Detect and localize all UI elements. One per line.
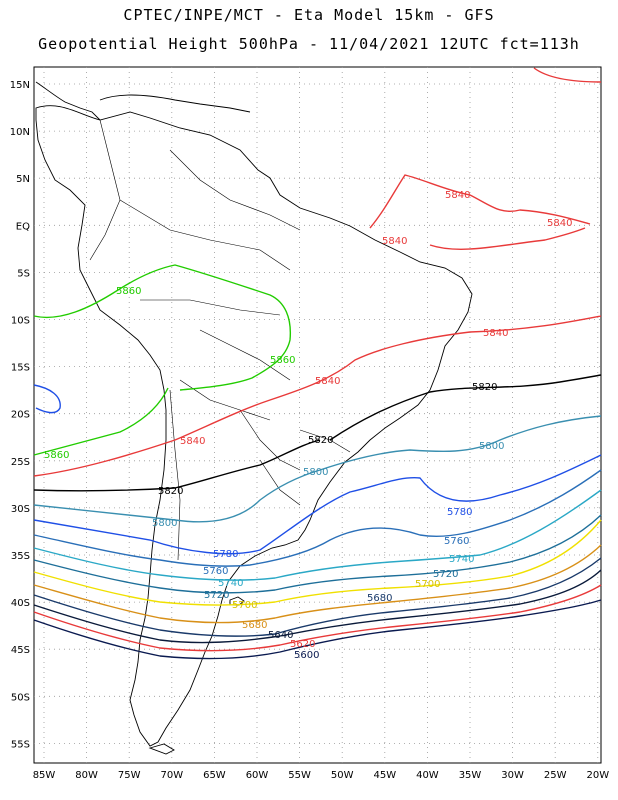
height-contours [33,67,602,660]
label-5740-b: 5740 [218,578,243,589]
label-5740-a: 5740 [449,554,474,565]
lat-tick-label: EQ [16,221,30,232]
label-5780-a: 5780 [447,507,472,518]
lon-tick-label: 70W [160,770,183,781]
coastlines [35,81,473,755]
lat-tick-label: 35S [11,551,30,562]
lon-tick-label: 40W [416,770,439,781]
label-5700-b: 5700 [232,600,257,611]
lon-tick-label: 65W [203,770,226,781]
lat-tick-label: 45S [11,645,30,656]
contour-5860-loop [33,384,61,414]
label-5620: 5620 [290,639,315,650]
lat-tick-label: 15N [10,80,30,91]
label-5680-a: 5680 [367,593,392,604]
south-america-outline [35,105,473,747]
label-5820-c: 5820 [158,486,183,497]
longitude-ticks: 85W 80W 75W 70W 65W 60W 55W 50W 45W 40W 35W 30W 25W 2… [33,770,610,781]
label-5840-c: 5840 [382,236,407,247]
contour-5700 [33,519,602,606]
label-5700-a: 5700 [415,579,440,590]
map-frame [33,66,602,764]
lon-tick-label: 30W [501,770,524,781]
lat-tick-label: 20S [11,410,30,421]
label-5800-c: 5800 [152,518,177,529]
contour-5660 [33,557,602,637]
contour-5860-west [33,387,169,456]
lon-tick-label: 55W [288,770,311,781]
lon-tick-label: 45W [373,770,396,781]
lat-tick-label: 30S [11,504,30,515]
lon-tick-label: 80W [75,770,98,781]
lat-tick-label: 50S [11,692,30,703]
falkland-islands [229,596,245,606]
label-5820-b: 5820 [308,435,333,446]
label-5800-b: 5800 [303,467,328,478]
label-5860-b: 5860 [270,355,295,366]
lat-tick-label: 40S [11,598,30,609]
label-5640: 5640 [268,630,293,641]
contour-5720 [33,514,602,594]
central-america-outline [35,81,101,121]
map-title: CPTEC/INPE/MCT - Eta Model 15km - GFS [123,6,495,24]
contour-5820 [33,374,602,492]
lat-tick-label: 5N [16,174,30,185]
label-5760-b: 5760 [203,566,228,577]
label-5780-b: 5780 [213,549,238,560]
label-5860-c: 5860 [44,450,69,461]
contour-5600 [33,599,602,660]
lon-tick-label: 35W [459,770,482,781]
tierra-del-fuego [148,743,175,755]
label-5860-a: 5860 [116,286,141,297]
contour-5840-main [33,315,602,477]
label-5600: 5600 [294,650,319,661]
graticule [34,67,601,763]
lon-tick-label: 50W [331,770,354,781]
contour-5840-north [369,67,602,250]
label-5840-f: 5840 [180,436,205,447]
label-5840-e: 5840 [315,376,340,387]
label-5680-b: 5680 [242,620,267,631]
lon-tick-label: 75W [118,770,141,781]
label-5800-a: 5800 [479,441,504,452]
map-subtitle: Geopotential Height 500hPa - 11/04/2021 … [38,35,580,53]
contour-5640 [33,569,602,644]
label-5840-b: 5840 [547,218,572,229]
lat-tick-label: 10S [11,316,30,327]
lon-tick-label: 25W [544,770,567,781]
label-5760-a: 5760 [444,536,469,547]
contour-labels: 5860 5860 5860 5840 5840 5840 5840 5840 … [44,190,572,661]
contour-5860-north [33,264,292,391]
label-5840-a: 5840 [445,190,470,201]
lat-tick-label: 10N [10,127,30,138]
label-5820-a: 5820 [472,382,497,393]
label-5720-b: 5720 [204,590,229,601]
contour-5760 [33,469,602,567]
contour-5680 [33,544,602,624]
contour-5740 [33,489,602,581]
lat-tick-label: 25S [11,457,30,468]
latitude-ticks: 15N 10N 5N EQ 5S 10S 15S 20S 25S 30S 35S 40S 45S 50S 5… [10,80,30,750]
lon-tick-label: 60W [246,770,269,781]
contour-5800 [33,415,602,523]
contour-5620 [33,584,602,652]
label-5840-d: 5840 [483,328,508,339]
lon-tick-label: 85W [33,770,56,781]
lat-tick-label: 55S [11,739,30,750]
lat-tick-label: 5S [17,268,30,279]
label-5720-a: 5720 [433,569,458,580]
contour-5780 [33,454,602,555]
lat-tick-label: 15S [11,363,30,374]
lon-tick-label: 20W [586,770,609,781]
caribbean-coast [99,94,251,113]
